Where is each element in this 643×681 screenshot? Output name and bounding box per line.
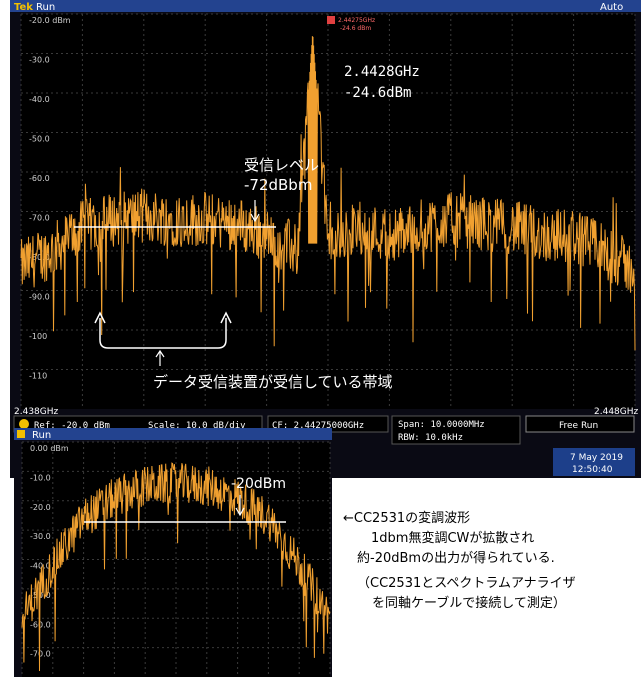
rbw: RBW: 10.0kHz [398, 433, 463, 443]
y-tick-label: -30.0 [30, 532, 51, 541]
y-tick-label: -60.0 [29, 174, 50, 183]
inset-header-left: Run [32, 430, 51, 441]
x-start-label: 2.438GHz [14, 407, 59, 417]
main-analyzer-screen: Tek Run Auto -20.0 dBm -30.0 -40.0 -50.0 -60… [10, 0, 641, 478]
datetime-box [553, 448, 635, 476]
inset-spectrum-svg: Run 0.00 dBm-10.0-20.0-30.0-40.0-50.0-60… [14, 428, 332, 677]
main-spectrum-trace [20, 36, 636, 351]
main-y-axis: -20.0 dBm -30.0 -40.0 -50.0 -60.0 -70.0 -80.0 -… [29, 16, 71, 381]
marker-level-readout: -24.6 dBm [340, 25, 371, 32]
marker-freq-readout: 2.44275GHz [338, 17, 375, 24]
y-tick-label: -70.0 [29, 214, 50, 223]
rx-level-value: -72dBbm [244, 176, 313, 194]
main-spectrum-svg: Tek Run Auto -20.0 dBm -30.0 -40.0 -50.0 -60… [10, 0, 641, 478]
y-tick-label: -50.0 [29, 135, 50, 144]
note-line-5: を同軸ケーブルで接続して測定） [372, 596, 566, 611]
peak-annotation: 2.4428GHz -24.6dBm [344, 62, 420, 104]
y-tick-label: -70.0 [30, 650, 51, 659]
trigger-mode-box [525, 415, 635, 433]
center-frequency: CF: 2.44275000GHz [272, 421, 364, 431]
rx-level-annotation: 受信レベル -72dBbm [244, 155, 319, 195]
main-header-right: Auto [600, 2, 623, 13]
logo-mark: Tek [14, 2, 33, 13]
y-tick-label: -40.0 [30, 562, 51, 571]
y-tick-label: -100 [29, 332, 47, 341]
inset-analyzer-screen: Run 0.00 dBm -10.0 -20.0 -30.0 -40.0 -50.0 -60… [14, 428, 332, 677]
scale: Scale: 10.0 dB/div [148, 421, 246, 431]
ref-level: Ref: -20.0 dBm [34, 421, 110, 431]
peak-annotation-freq: 2.4428GHz [344, 64, 420, 80]
trigger-mode: Free Run [559, 421, 598, 431]
inset-header-bar [14, 428, 332, 440]
y-tick-label: -90.0 [29, 293, 50, 302]
note-line-4: （CC2531とスペクトラムアナライザ [357, 576, 576, 591]
inset-spectrum-trace [21, 462, 331, 672]
y-tick-label: -20.0 [30, 503, 51, 512]
peak-marker: 2.44275GHz -24.6 dBm [327, 16, 375, 32]
y-tick-label: 0.00 dBm [30, 444, 69, 453]
main-header-left: Run [36, 2, 55, 13]
note-line-2: 1dbm無変調CWが拡散され [371, 531, 535, 546]
note-line-1: ←CC2531の変調波形 [343, 511, 471, 526]
x-end-label: 2.448GHz [594, 407, 639, 417]
inset-level-label: -20dBm [231, 476, 286, 492]
band-caption: データ受信装置が受信している帯域 [153, 373, 393, 391]
channel-icon [19, 419, 29, 429]
y-tick-label: -110 [29, 372, 47, 381]
span-box [391, 415, 521, 445]
y-tick-label: -60.0 [30, 620, 51, 629]
rx-level-title: 受信レベル [244, 156, 320, 174]
note-line-3: 約-20dBmの出力が得られている. [357, 551, 555, 566]
main-header-bar [10, 0, 641, 12]
time: 12:50:40 [572, 465, 613, 475]
y-tick-label: -80.0 [29, 253, 50, 262]
y-tick-label: -20.0 dBm [29, 16, 71, 25]
inset-logo-mark [17, 430, 25, 438]
y-tick-label: -40.0 [29, 95, 50, 104]
peak-annotation-level: -24.6dBm [344, 85, 412, 101]
date: 7 May 2019 [570, 453, 623, 463]
span: Span: 10.0000MHz [398, 420, 485, 430]
marker-icon [327, 16, 335, 24]
y-tick-label: -30.0 [29, 56, 50, 65]
y-tick-label: -10.0 [30, 473, 51, 482]
